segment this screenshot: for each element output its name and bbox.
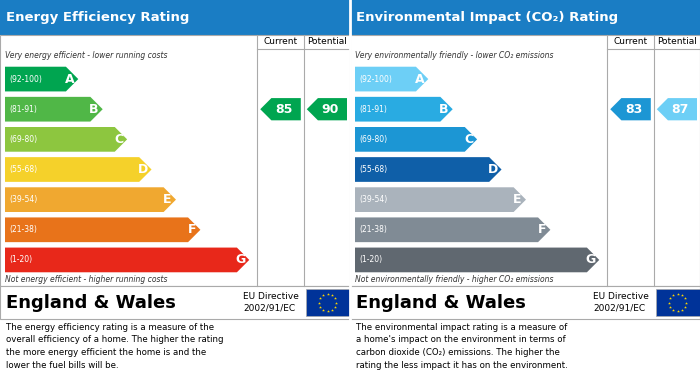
Polygon shape: [5, 127, 127, 152]
Text: F: F: [538, 223, 546, 236]
Text: (81-91): (81-91): [9, 105, 37, 114]
Polygon shape: [657, 98, 697, 120]
Text: B: B: [90, 103, 99, 116]
Text: Potential: Potential: [307, 38, 346, 47]
Text: (81-91): (81-91): [359, 105, 387, 114]
Text: (55-68): (55-68): [9, 165, 37, 174]
Text: (92-100): (92-100): [359, 75, 392, 84]
Polygon shape: [355, 157, 501, 182]
Text: G: G: [235, 253, 246, 266]
Text: Energy Efficiency Rating: Energy Efficiency Rating: [6, 11, 190, 24]
Bar: [350, 0, 700, 35]
Polygon shape: [5, 67, 78, 91]
Bar: [656, 289, 699, 316]
Text: England & Wales: England & Wales: [6, 294, 176, 312]
Text: (1-20): (1-20): [359, 255, 382, 264]
Text: E: E: [513, 193, 522, 206]
Polygon shape: [5, 187, 176, 212]
Text: D: D: [488, 163, 498, 176]
Polygon shape: [355, 248, 599, 272]
Text: G: G: [585, 253, 596, 266]
Polygon shape: [5, 97, 103, 122]
Text: F: F: [188, 223, 196, 236]
Bar: [350, 286, 700, 319]
Text: (21-38): (21-38): [359, 225, 387, 234]
Bar: [0, 0, 350, 35]
Polygon shape: [355, 217, 550, 242]
Text: Potential: Potential: [657, 38, 696, 47]
Text: England & Wales: England & Wales: [356, 294, 526, 312]
Polygon shape: [307, 98, 347, 120]
Polygon shape: [5, 248, 249, 272]
Text: E: E: [163, 193, 172, 206]
Text: (1-20): (1-20): [9, 255, 32, 264]
Text: EU Directive
2002/91/EC: EU Directive 2002/91/EC: [244, 292, 299, 313]
Text: The energy efficiency rating is a measure of the
overall efficiency of a home. T: The energy efficiency rating is a measur…: [6, 323, 223, 369]
Polygon shape: [5, 217, 200, 242]
Polygon shape: [355, 67, 428, 91]
Text: A: A: [415, 73, 424, 86]
Text: (69-80): (69-80): [359, 135, 387, 144]
Text: C: C: [114, 133, 123, 146]
Polygon shape: [610, 98, 651, 120]
Text: C: C: [464, 133, 473, 146]
Text: Current: Current: [263, 38, 298, 47]
Polygon shape: [5, 157, 151, 182]
Text: Current: Current: [613, 38, 648, 47]
Polygon shape: [260, 98, 301, 120]
Text: EU Directive
2002/91/EC: EU Directive 2002/91/EC: [594, 292, 649, 313]
Text: 87: 87: [671, 103, 689, 116]
Text: (39-54): (39-54): [9, 195, 37, 204]
Text: (92-100): (92-100): [9, 75, 42, 84]
Text: The environmental impact rating is a measure of
a home's impact on the environme: The environmental impact rating is a mea…: [356, 323, 568, 369]
Bar: [0, 35, 350, 286]
Text: Not energy efficient - higher running costs: Not energy efficient - higher running co…: [5, 275, 167, 284]
Text: A: A: [65, 73, 74, 86]
Text: 90: 90: [321, 103, 339, 116]
Text: (69-80): (69-80): [9, 135, 37, 144]
Text: (39-54): (39-54): [359, 195, 387, 204]
Bar: [350, 35, 700, 286]
Polygon shape: [355, 97, 453, 122]
Text: 85: 85: [275, 103, 293, 116]
Text: (21-38): (21-38): [9, 225, 37, 234]
Text: 83: 83: [625, 103, 643, 116]
Bar: [306, 289, 349, 316]
Polygon shape: [355, 187, 526, 212]
Text: D: D: [138, 163, 148, 176]
Text: B: B: [440, 103, 449, 116]
Text: Environmental Impact (CO₂) Rating: Environmental Impact (CO₂) Rating: [356, 11, 618, 24]
Text: Not environmentally friendly - higher CO₂ emissions: Not environmentally friendly - higher CO…: [355, 275, 554, 284]
Text: (55-68): (55-68): [359, 165, 387, 174]
Text: Very energy efficient - lower running costs: Very energy efficient - lower running co…: [5, 51, 167, 60]
Polygon shape: [355, 127, 477, 152]
Text: Very environmentally friendly - lower CO₂ emissions: Very environmentally friendly - lower CO…: [355, 51, 554, 60]
Bar: [0, 286, 350, 319]
